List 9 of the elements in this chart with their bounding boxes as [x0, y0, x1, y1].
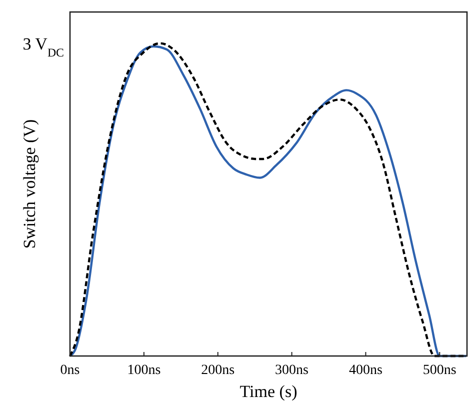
x-tick-label: 500ns [422, 363, 456, 378]
x-tick-label: 300ns [275, 363, 309, 378]
x-tick-label: 400ns [348, 363, 382, 378]
x-tick-label: 100ns [127, 363, 161, 378]
y-axis-title: Switch voltage (V) [20, 119, 39, 249]
x-tick-label: 0ns [60, 363, 80, 378]
x-axis-title: Time (s) [240, 382, 298, 401]
text: 3 V$_{DC}$ [22, 34, 64, 60]
x-tick-label: 200ns [201, 363, 235, 378]
